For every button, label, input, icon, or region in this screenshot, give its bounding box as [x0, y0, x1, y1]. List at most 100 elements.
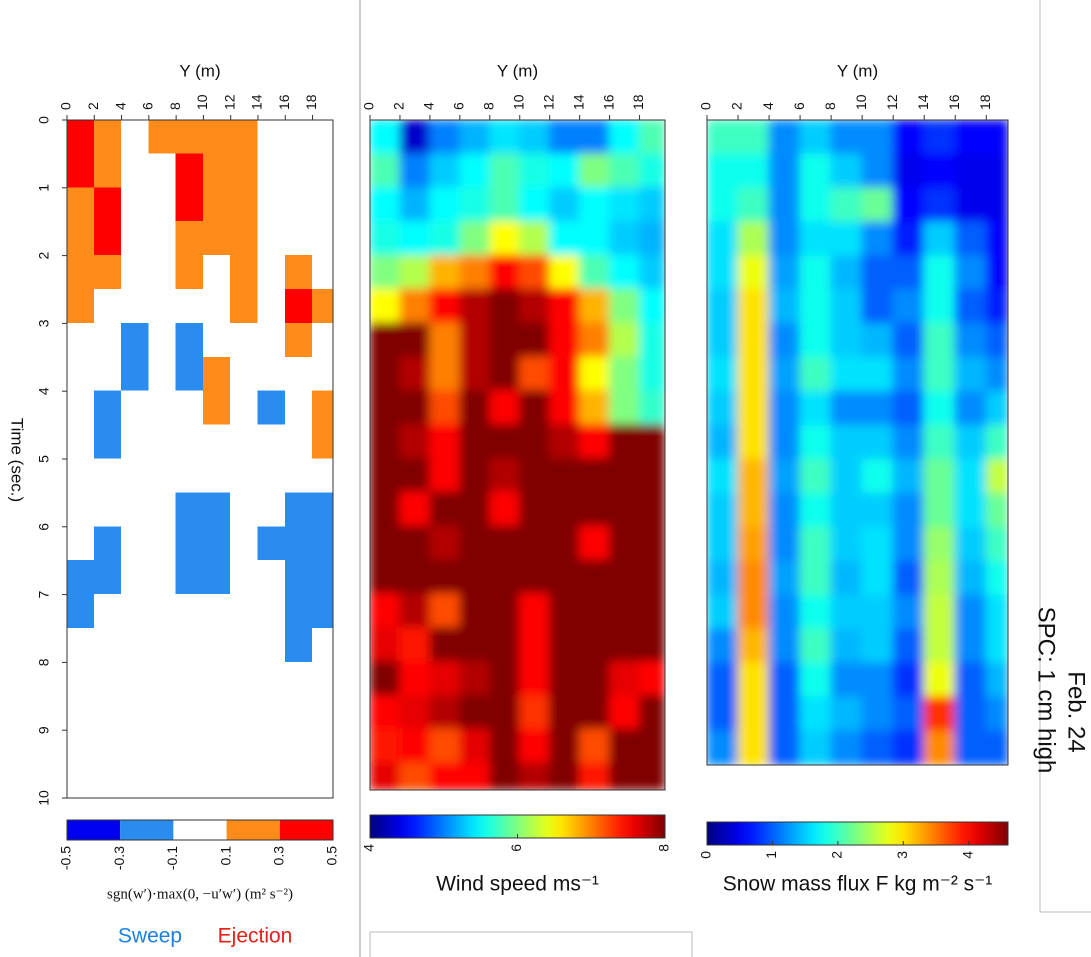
- heatmap-cell: [230, 661, 259, 697]
- heatmap-cell: [519, 221, 551, 256]
- heatmap-cell: [67, 729, 95, 765]
- heatmap-cell: [861, 120, 894, 155]
- heatmap-cell: [830, 120, 863, 155]
- y-tick-label: 7: [36, 590, 52, 598]
- heatmap-cell: [459, 322, 491, 358]
- heatmap-cell: [768, 255, 801, 291]
- heatmap-cell: [202, 255, 232, 290]
- heatmap-cell: [175, 221, 204, 257]
- heatmap-cell: [202, 628, 232, 663]
- heatmap-cell: [489, 356, 521, 392]
- heatmap-cell: [370, 491, 401, 527]
- heatmap-cell: [639, 322, 665, 358]
- heatmap-cell: [399, 288, 431, 324]
- heatmap-cell: [609, 153, 641, 189]
- heatmap-cell: [799, 221, 832, 257]
- heatmap-cell: [892, 120, 925, 155]
- heatmap-cell: [923, 187, 956, 223]
- heatmap-cell: [67, 356, 95, 392]
- heatmap-cell: [93, 153, 123, 189]
- heatmap-cell: [148, 763, 177, 798]
- heatmap-cell: [175, 153, 204, 189]
- heatmap-cell: [489, 187, 521, 223]
- heatmap-cell: [257, 729, 286, 765]
- heatmap-cell: [121, 289, 150, 324]
- heatmap-cell: [985, 323, 1008, 359]
- heatmap-cell: [67, 424, 95, 460]
- heatmap-cell: [230, 424, 259, 460]
- heatmap-cell: [519, 356, 551, 392]
- heatmap-cell: [284, 628, 314, 663]
- heatmap-cell: [799, 323, 832, 359]
- heatmap-cell: [257, 153, 286, 189]
- heatmap-cell: [549, 559, 581, 595]
- colorbar-tick-label: -0.5: [58, 846, 74, 870]
- heatmap-cell: [257, 424, 286, 460]
- heatmap-cell: [985, 289, 1008, 325]
- colorbar-bin: [173, 820, 227, 840]
- heatmap-cell: [230, 594, 259, 629]
- heatmap-cell: [609, 390, 641, 426]
- heatmap-cell: [799, 153, 832, 189]
- heatmap-cell: [489, 221, 521, 256]
- heatmap-cell: [489, 525, 521, 561]
- heatmap-cell: [284, 356, 314, 392]
- heatmap-cell: [93, 729, 123, 765]
- heatmap-cell: [202, 289, 232, 324]
- heatmap-cell: [549, 728, 581, 764]
- heatmap-cell: [639, 288, 665, 324]
- heatmap-cell: [639, 627, 665, 662]
- heatmap-cell: [93, 560, 123, 596]
- heatmap-cell: [370, 525, 401, 561]
- heatmap-cell: [202, 661, 232, 697]
- heatmap-cell: [121, 187, 150, 223]
- heatmap-cell: [579, 525, 611, 561]
- heatmap-cell: [639, 187, 665, 223]
- heatmap-cell: [830, 221, 863, 257]
- heatmap-cell: [954, 221, 987, 257]
- heatmap-cell: [399, 390, 431, 426]
- heatmap-cell: [707, 391, 739, 427]
- colorbar-tick-label: -0.1: [164, 846, 180, 870]
- colorbar-label: Snow mass flux F kg m⁻² s⁻¹: [723, 873, 993, 896]
- heatmap-cell: [175, 390, 204, 426]
- heatmap-cell: [399, 762, 431, 790]
- heatmap-cell: [93, 594, 123, 629]
- heatmap-cell: [230, 492, 259, 528]
- heatmap-cell: [148, 289, 177, 324]
- heatmap-cell: [284, 492, 314, 528]
- heatmap: [67, 120, 333, 798]
- heatmap-cell: [861, 458, 894, 494]
- heatmap-cell: [549, 153, 581, 189]
- heatmap-cell: [175, 695, 204, 731]
- heatmap-cell: [284, 661, 314, 697]
- heatmap-cell: [257, 221, 286, 257]
- heatmap-cell: [93, 187, 123, 223]
- heatmap-cell: [609, 254, 641, 290]
- heatmap-cell: [609, 322, 641, 358]
- x-tick-label: 10: [510, 94, 526, 110]
- heatmap-cell: [707, 458, 739, 494]
- heatmap-cell: [830, 323, 863, 359]
- heatmap-cell: [121, 255, 150, 290]
- heatmap-cell: [923, 594, 956, 630]
- heatmap-cell: [429, 694, 461, 730]
- heatmap-cell: [707, 492, 739, 528]
- heatmap-cell: [861, 289, 894, 325]
- heatmap-cell: [954, 662, 987, 698]
- heatmap-cell: [284, 458, 314, 494]
- heatmap-cell: [954, 492, 987, 528]
- heatmap-cell: [148, 390, 177, 426]
- heatmap-cell: [609, 762, 641, 790]
- heatmap-cell: [148, 492, 177, 528]
- heatmap-cell: [768, 594, 801, 630]
- heatmap-cell: [519, 728, 551, 764]
- colorbar-frame: [369, 814, 666, 839]
- heatmap-cell: [284, 594, 314, 629]
- heatmap-cell: [861, 187, 894, 223]
- heatmap-cell: [489, 762, 521, 790]
- heatmap-cell: [67, 695, 95, 731]
- heatmap-cell: [768, 221, 801, 257]
- heatmap-cell: [489, 694, 521, 730]
- heatmap-cell: [579, 491, 611, 527]
